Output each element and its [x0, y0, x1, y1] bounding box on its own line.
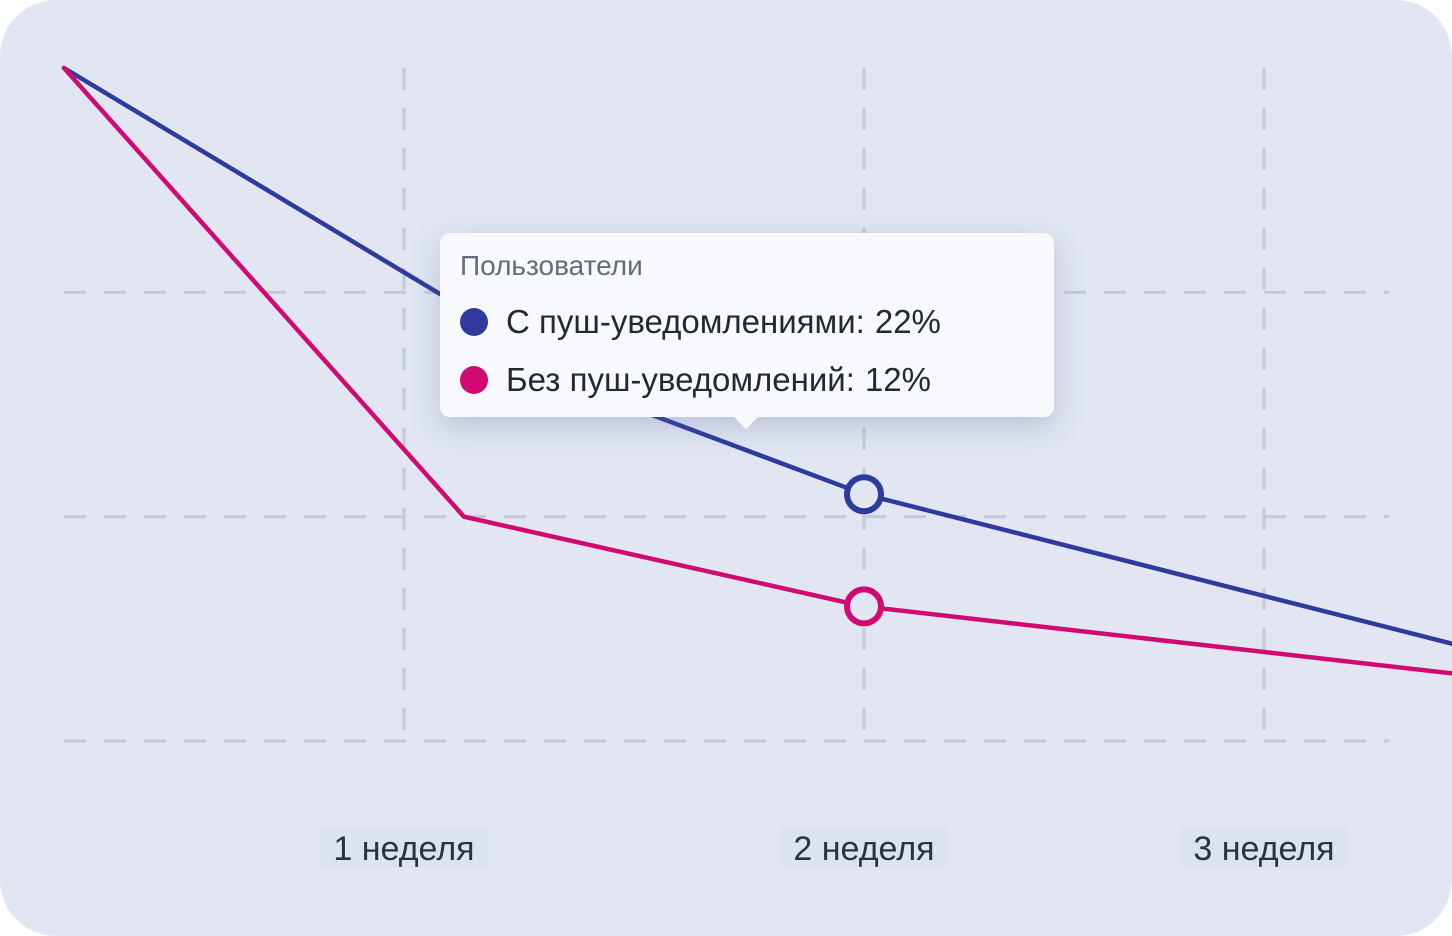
- x-tick-label: 2 неделя: [793, 830, 934, 868]
- chart-tooltip: Пользователи С пуш-уведомлениями: 22% Бе…: [440, 233, 1054, 429]
- x-tick-label: 1 неделя: [333, 830, 474, 868]
- highlight-point-with-push: [844, 474, 884, 515]
- tick-label-background: [780, 826, 948, 868]
- x-tick-label: 3 неделя: [1193, 830, 1334, 868]
- tooltip-pointer: [733, 416, 759, 429]
- highlight-markers: [844, 474, 884, 627]
- x-axis-ticks: 1 неделя 2 неделя 3 неделя: [320, 826, 1348, 868]
- tooltip-value: 12%: [864, 361, 931, 398]
- series-dot-icon: [460, 366, 488, 394]
- tooltip-label: С пуш-уведомлениями:: [506, 303, 865, 340]
- series-lines: [61, 65, 1452, 676]
- tooltip-row-without-push: Без пуш-уведомлений: 12%: [460, 351, 1034, 409]
- tooltip-label: Без пуш-уведомлений:: [506, 361, 855, 398]
- series-dot-icon: [460, 308, 488, 336]
- tooltip-value: 22%: [874, 303, 941, 340]
- tooltip-row-with-push: С пуш-уведомлениями: 22%: [460, 293, 1034, 351]
- tick-label-background: [320, 826, 488, 868]
- tooltip-title: Пользователи: [460, 250, 643, 281]
- highlight-point-without-push: [844, 586, 884, 627]
- series-line-with-push: [61, 65, 1452, 647]
- tick-label-background: [1180, 826, 1348, 868]
- series-line-without-push: [61, 65, 1452, 676]
